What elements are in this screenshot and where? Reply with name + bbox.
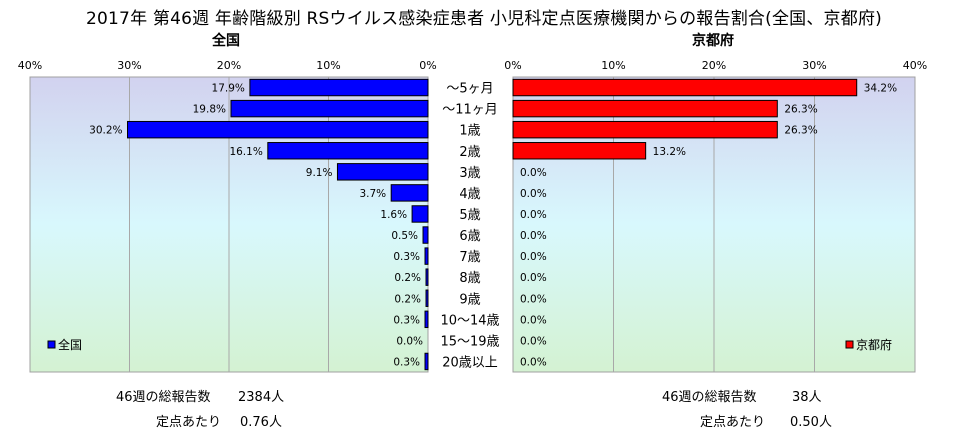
kyoto-bar bbox=[512, 142, 647, 160]
category-label: 15〜19歳 bbox=[440, 334, 499, 349]
category-label: 6歳 bbox=[459, 229, 480, 244]
national-tick-label: 0% bbox=[419, 59, 436, 72]
national-data-label: 9.1% bbox=[306, 167, 333, 179]
national-data-label: 0.2% bbox=[394, 272, 421, 284]
national-data-label: 16.1% bbox=[229, 146, 262, 158]
national-per-value: 0.76人 bbox=[240, 415, 282, 430]
kyoto-per-label: 定点あたり bbox=[700, 415, 766, 430]
category-label: 4歳 bbox=[459, 187, 480, 202]
kyoto-tick-label: 0% bbox=[504, 59, 521, 72]
national-data-label: 0.3% bbox=[393, 251, 420, 263]
kyoto-data-label: 0.0% bbox=[520, 230, 547, 242]
national-bar bbox=[127, 120, 429, 139]
national-bar bbox=[411, 205, 429, 223]
national-bar bbox=[422, 226, 429, 244]
kyoto-legend-label: 京都府 bbox=[856, 337, 892, 352]
national-tick-label: 10% bbox=[316, 59, 340, 72]
national-data-label: 0.3% bbox=[393, 314, 420, 326]
category-label: 9歳 bbox=[459, 292, 480, 307]
kyoto-total-value: 38人 bbox=[792, 390, 822, 405]
category-label: 2歳 bbox=[459, 145, 480, 160]
category-label: 1歳 bbox=[459, 124, 480, 139]
national-data-label: 0.2% bbox=[394, 293, 421, 305]
national-per-label: 定点あたり bbox=[156, 415, 222, 430]
kyoto-data-label: 34.2% bbox=[864, 83, 897, 95]
kyoto-data-label: 26.3% bbox=[784, 104, 817, 116]
national-data-label: 1.6% bbox=[380, 209, 407, 221]
national-data-label: 0.0% bbox=[396, 335, 423, 347]
national-tick-label: 20% bbox=[217, 59, 241, 72]
kyoto-data-label: 0.0% bbox=[520, 188, 547, 200]
national-data-label: 0.5% bbox=[391, 230, 418, 242]
kyoto-data-label: 13.2% bbox=[653, 146, 686, 158]
kyoto-bar bbox=[512, 120, 778, 139]
kyoto-data-label: 0.0% bbox=[520, 293, 547, 305]
kyoto-data-label: 0.0% bbox=[520, 209, 547, 221]
kyoto-tick-label: 30% bbox=[802, 59, 826, 72]
category-label: 〜11ヶ月 bbox=[442, 103, 498, 118]
national-data-label: 0.3% bbox=[393, 356, 420, 368]
kyoto-data-label: 0.0% bbox=[520, 251, 547, 263]
category-label: 5歳 bbox=[459, 208, 480, 223]
national-bar bbox=[230, 99, 429, 118]
national-bar bbox=[249, 78, 429, 97]
national-data-label: 30.2% bbox=[89, 125, 122, 137]
kyoto-per-value: 0.50人 bbox=[790, 415, 832, 430]
national-data-label: 3.7% bbox=[359, 188, 386, 200]
kyoto-total-label: 46週の総報告数 bbox=[662, 390, 757, 405]
kyoto-legend-swatch bbox=[845, 340, 854, 349]
chart-title: 2017年 第46週 年齢階級別 RSウイルス感染症患者 小児科定点医療機関から… bbox=[86, 9, 882, 29]
national-tick-label: 30% bbox=[117, 59, 141, 72]
kyoto-data-label: 0.0% bbox=[520, 272, 547, 284]
national-legend-swatch bbox=[47, 340, 56, 349]
kyoto-data-label: 26.3% bbox=[784, 125, 817, 137]
category-label: 8歳 bbox=[459, 271, 480, 286]
category-label: 7歳 bbox=[459, 250, 480, 265]
national-tick-label: 40% bbox=[18, 59, 42, 72]
national-data-label: 19.8% bbox=[193, 104, 226, 116]
national-total-label: 46週の総報告数 bbox=[116, 390, 211, 405]
national-total-value: 2384人 bbox=[238, 390, 285, 405]
kyoto-tick-label: 20% bbox=[702, 59, 726, 72]
kyoto-panel-title: 京都府 bbox=[692, 33, 734, 49]
kyoto-bar bbox=[512, 99, 778, 118]
national-bar bbox=[424, 247, 429, 265]
national-bar bbox=[424, 310, 429, 329]
category-label: 20歳以上 bbox=[442, 355, 498, 370]
national-bar bbox=[267, 142, 429, 160]
kyoto-bar bbox=[512, 78, 858, 97]
kyoto-data-label: 0.0% bbox=[520, 356, 547, 368]
kyoto-data-label: 0.0% bbox=[520, 335, 547, 347]
national-panel-title: 全国 bbox=[212, 33, 240, 49]
kyoto-data-label: 0.0% bbox=[520, 167, 547, 179]
category-label: 10〜14歳 bbox=[440, 313, 499, 328]
national-bar bbox=[425, 268, 429, 286]
national-data-label: 17.9% bbox=[212, 83, 245, 95]
category-label: 3歳 bbox=[459, 166, 480, 181]
national-bar bbox=[390, 184, 429, 202]
national-legend-label: 全国 bbox=[58, 337, 82, 352]
kyoto-data-label: 0.0% bbox=[520, 314, 547, 326]
national-bar bbox=[336, 163, 429, 181]
national-bar bbox=[424, 352, 429, 371]
national-bar bbox=[425, 289, 429, 307]
kyoto-tick-label: 40% bbox=[903, 59, 927, 72]
kyoto-tick-label: 10% bbox=[601, 59, 625, 72]
category-label: 〜5ヶ月 bbox=[446, 82, 493, 97]
